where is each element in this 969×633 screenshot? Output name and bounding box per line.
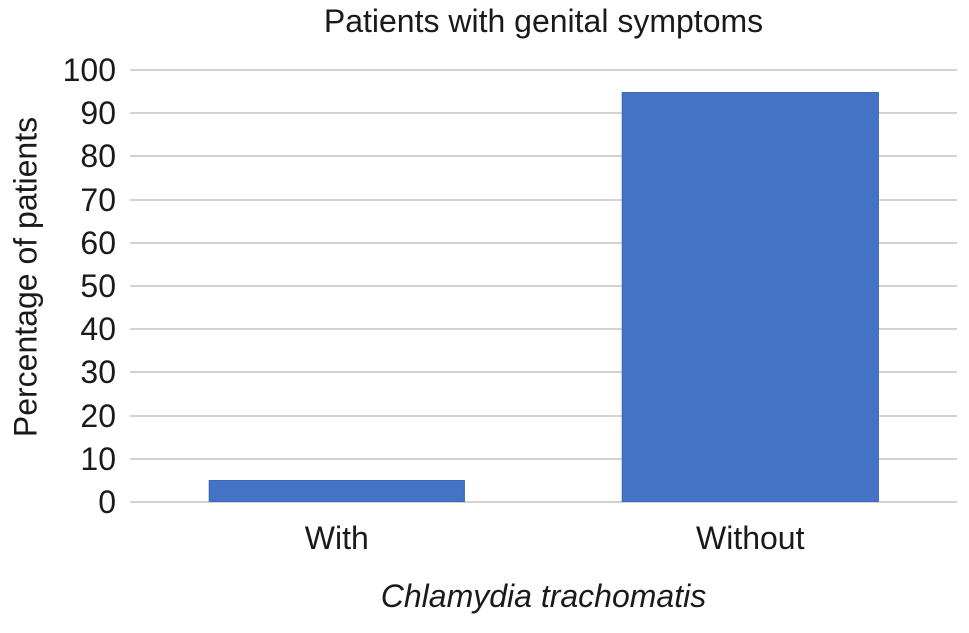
y-tick-label-100: 100 bbox=[62, 52, 116, 88]
y-tick-label-10: 10 bbox=[80, 440, 116, 477]
gridline-80 bbox=[130, 155, 957, 158]
y-tick-label-30: 30 bbox=[80, 354, 116, 391]
x-axis-label: Chlamydia trachomatis bbox=[380, 578, 707, 614]
x-tick-label-without: Without bbox=[696, 520, 805, 556]
y-tick-label-90: 90 bbox=[80, 95, 116, 132]
y-tick-label-40: 40 bbox=[80, 311, 116, 348]
gridline-90 bbox=[130, 112, 957, 115]
gridline-100 bbox=[130, 69, 957, 71]
plot-area bbox=[130, 69, 957, 503]
chart-title: Patients with genital symptoms bbox=[323, 3, 764, 39]
y-tick-label-0: 0 bbox=[98, 484, 116, 520]
gridline-20 bbox=[130, 414, 957, 417]
gridline-60 bbox=[130, 241, 957, 244]
y-tick-label-80: 80 bbox=[80, 138, 116, 175]
x-tick-label-with: With bbox=[304, 520, 369, 556]
y-tick-label-50: 50 bbox=[80, 268, 116, 304]
y-tick-label-70: 70 bbox=[80, 181, 116, 218]
x-tick-labels: With Without bbox=[130, 522, 957, 562]
y-tick-label-20: 20 bbox=[80, 397, 116, 434]
bar-with bbox=[208, 480, 465, 502]
gridline-70 bbox=[130, 198, 957, 201]
gridline-50 bbox=[130, 285, 957, 287]
y-tick-label-60: 60 bbox=[80, 224, 116, 261]
y-tick-labels: 0 10 20 30 40 50 60 70 80 90 100 bbox=[0, 54, 116, 518]
bar-without bbox=[622, 91, 879, 502]
gridline-40 bbox=[130, 328, 957, 331]
gridline-10 bbox=[130, 457, 957, 460]
gridline-30 bbox=[130, 371, 957, 374]
gridline-0 bbox=[130, 501, 957, 503]
